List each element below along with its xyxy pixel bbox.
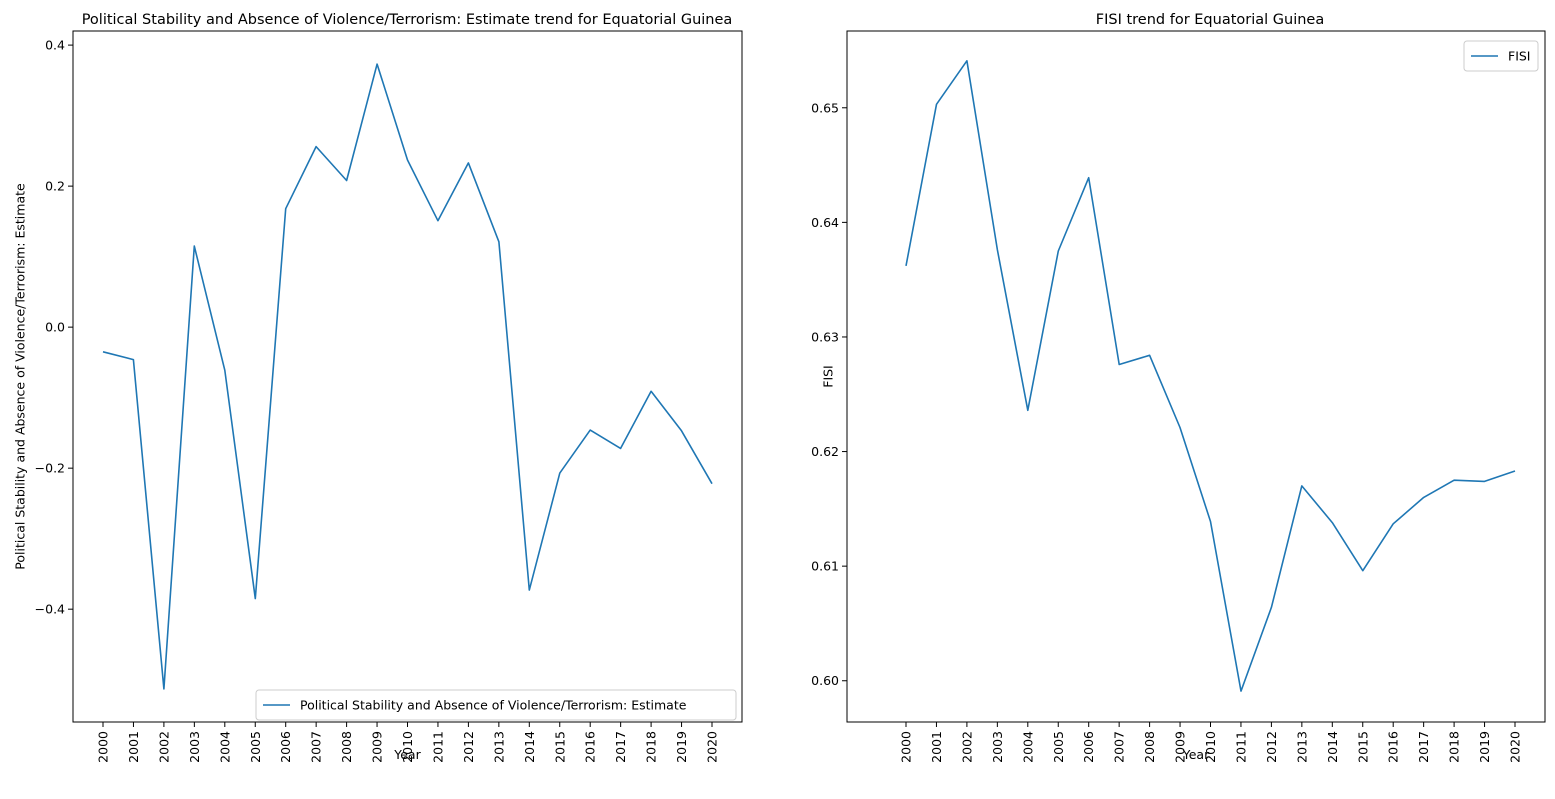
y-tick-label: 0.4: [45, 38, 65, 53]
x-tick-label: 2015: [552, 731, 567, 763]
y-axis-label: Political Stability and Absence of Viole…: [13, 183, 28, 570]
x-tick-label: 2000: [899, 731, 914, 763]
x-tick-label: 2008: [1142, 731, 1157, 763]
x-tick-label: 2002: [156, 731, 171, 763]
x-tick-label: 2012: [1264, 731, 1279, 763]
x-tick-label: 2017: [613, 731, 628, 763]
y-tick-label: 0.60: [811, 673, 839, 688]
x-tick-label: 2020: [1508, 731, 1523, 763]
x-tick-label: 2014: [522, 731, 537, 763]
legend-label: Political Stability and Absence of Viole…: [300, 698, 687, 713]
x-tick-label: 2013: [491, 731, 506, 763]
y-tick-label: 0.62: [811, 444, 839, 459]
x-axis-label: Year: [1182, 747, 1210, 762]
x-tick-label: 2007: [309, 731, 324, 763]
x-tick-label: 2016: [583, 731, 598, 763]
x-axis-label: Year: [393, 747, 421, 762]
x-tick-label: 2016: [1386, 731, 1401, 763]
x-tick-label: 2008: [339, 731, 354, 763]
x-tick-label: 2019: [1477, 731, 1492, 763]
x-tick-label: 2000: [96, 731, 111, 763]
y-tick-label: −0.2: [35, 461, 65, 476]
x-tick-label: 2006: [278, 731, 293, 763]
x-tick-label: 2009: [370, 731, 385, 763]
x-tick-label: 2018: [1447, 731, 1462, 763]
legend: FISI: [1463, 40, 1539, 72]
x-tick-label: 2007: [1112, 731, 1127, 763]
y-tick-label: 0.63: [811, 329, 839, 344]
y-tick-label: 0.61: [811, 559, 839, 574]
y-tick-label: 0.64: [811, 215, 839, 230]
x-tick-label: 2011: [1233, 731, 1248, 763]
x-tick-label: 2003: [187, 731, 202, 763]
x-tick-label: 2013: [1294, 731, 1309, 763]
legend-box: [1463, 40, 1539, 72]
x-tick-label: 2018: [644, 731, 659, 763]
y-tick-label: 0.2: [45, 179, 65, 194]
x-tick-label: 2001: [126, 731, 141, 763]
x-tick-label: 2001: [929, 731, 944, 763]
series-line-1: [102, 63, 713, 690]
x-tick-label: 2014: [1325, 731, 1340, 763]
chart-title: FISI trend for Equatorial Guinea: [1096, 12, 1324, 28]
legend: Political Stability and Absence of Viole…: [255, 689, 737, 721]
x-tick-label: 2004: [217, 731, 232, 763]
x-tick-label: 2003: [990, 731, 1005, 763]
chart-panel-1: Political Stability and Absence of Viole…: [13, 12, 743, 763]
x-tick-label: 2005: [248, 731, 263, 763]
x-tick-label: 2010: [400, 731, 415, 763]
x-tick-label: 2012: [461, 731, 476, 763]
series-line-1: [905, 59, 1516, 692]
legend-label: FISI: [1508, 49, 1531, 64]
chart-panel-2: FISI trend for Equatorial Guinea 2000 2001…: [811, 12, 1546, 763]
y-tick-label: 0.0: [45, 320, 65, 335]
y-axis-label: FISI: [821, 365, 836, 388]
x-tick-label: 2011: [430, 731, 445, 763]
y-tick-label: −0.4: [35, 602, 65, 617]
x-tick-label: 2005: [1051, 731, 1066, 763]
plot-frame: [846, 30, 1546, 723]
x-tick-label: 2017: [1416, 731, 1431, 763]
x-tick-label: 2015: [1355, 731, 1370, 763]
x-tick-label: 2019: [674, 731, 689, 763]
plot-frame: [72, 30, 743, 723]
legend-box: [255, 689, 737, 721]
x-tick-label: 2010: [1203, 731, 1218, 763]
x-tick-label: 2002: [959, 731, 974, 763]
x-tick-label: 2009: [1173, 731, 1188, 763]
y-tick-label: 0.65: [811, 100, 839, 115]
chart-title: Political Stability and Absence of Viole…: [82, 12, 733, 28]
x-tick-label: 2004: [1020, 731, 1035, 763]
x-tick-label: 2006: [1081, 731, 1096, 763]
x-tick-label: 2020: [705, 731, 720, 763]
